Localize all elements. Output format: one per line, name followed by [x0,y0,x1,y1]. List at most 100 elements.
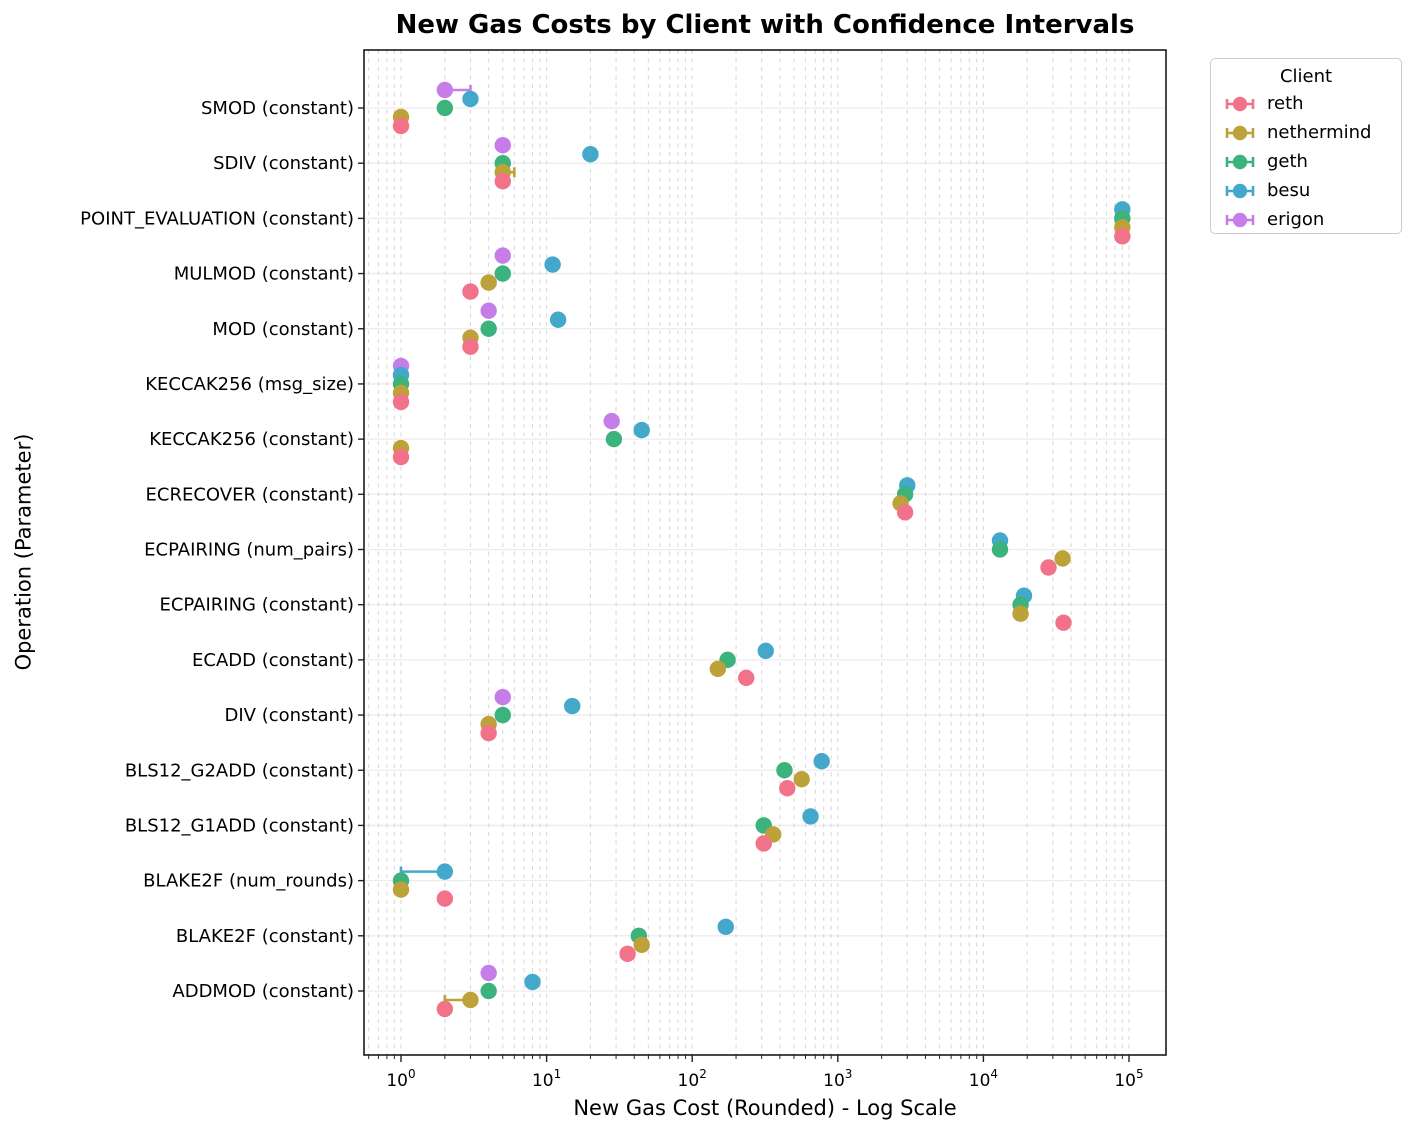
legend-marker-besu [1225,183,1255,198]
data-point-reth [392,448,410,466]
data-point-reth [462,338,479,355]
legend-marker-dot [1232,125,1248,140]
x-tick-label: 104 [969,1067,998,1091]
data-point-nethermind [633,936,650,954]
y-tick-label: POINT_EVALUATION (constant) [80,208,354,229]
data-point-reth [896,504,914,521]
data-point-nethermind [462,991,479,1009]
y-tick-label: BLAKE2F (num_rounds) [143,871,354,892]
data-point-geth [480,982,497,1000]
data-point-besu [544,256,561,273]
y-tick-label: DIV (constant) [225,705,355,726]
legend-marker-nethermind [1225,125,1255,140]
legend-item-label: reth [1267,93,1304,114]
legend-items: reth nethermind geth besu erigon [1211,89,1401,234]
data-point-reth [755,835,772,852]
x-tick-label: 100 [386,1067,415,1091]
data-point-erigon [480,302,497,319]
data-point-reth [1055,614,1072,631]
data-point-reth [392,393,410,411]
legend-marker-dot [1232,212,1248,227]
y-tick-label: ECPAIRING (num_pairs) [144,540,354,561]
y-axis-label: Operation (Parameter) [11,433,36,671]
legend-marker-geth [1225,154,1255,169]
data-point-besu [813,753,830,770]
legend-marker-dot [1232,183,1248,198]
data-point-nethermind [1054,550,1071,567]
plot-frame [363,49,1167,1056]
legend-item-besu: besu [1211,176,1401,205]
legend-marker-dot [1232,96,1248,111]
legend-marker-dot [1232,154,1248,169]
y-tick-label: SMOD (constant) [201,98,354,119]
x-tick-label: 101 [532,1067,561,1091]
y-tick-label: BLAKE2F (constant) [176,926,354,947]
data-point-geth [436,99,454,117]
data-point-reth [1114,228,1131,245]
legend-item-erigon: erigon [1211,205,1401,234]
data-point-geth [776,762,793,779]
data-point-besu [524,973,541,991]
y-tick-label: ECPAIRING (constant) [159,595,354,616]
data-point-reth [436,890,454,907]
data-point-geth [494,706,511,724]
data-point-geth [991,541,1009,558]
data-point-erigon [494,688,511,706]
data-point-geth [480,320,497,337]
data-point-besu [757,642,774,660]
y-tick-label: SDIV (constant) [213,153,354,174]
y-tick-label: KECCAK256 (constant) [149,429,354,450]
legend-item-label: nethermind [1267,122,1372,143]
legend-item-label: geth [1267,151,1308,172]
data-point-erigon [494,136,511,154]
data-point-erigon [436,81,454,99]
legend: Client reth nethermind geth besu erigon [1210,58,1402,234]
data-point-reth [480,724,497,742]
legend-item-label: besu [1267,180,1311,201]
data-point-reth [619,945,636,963]
data-point-nethermind [1012,605,1029,622]
legend-item-geth: geth [1211,147,1401,176]
y-tick-label: BLS12_G1ADD (constant) [125,815,354,836]
data-point-geth [494,265,511,282]
data-point-reth [779,780,796,797]
data-point-geth [605,430,623,448]
legend-item-label: erigon [1267,209,1325,230]
data-point-besu [549,311,567,328]
data-point-besu [717,918,734,936]
legend-marker-reth [1225,96,1255,111]
y-tick-label: BLS12_G2ADD (constant) [125,760,354,781]
y-tick-label: ECADD (constant) [192,650,354,671]
y-tick-label: MOD (constant) [212,319,354,340]
x-axis-label: New Gas Cost (Rounded) - Log Scale [573,1096,957,1120]
y-tick-label: ECRECOVER (constant) [146,484,354,505]
x-tick-label: 103 [823,1067,852,1091]
data-point-nethermind [392,881,410,898]
data-point-reth [436,1000,454,1018]
chart-title: New Gas Costs by Client with Confidence … [395,10,1135,40]
legend-item-reth: reth [1211,89,1401,118]
data-point-besu [564,697,581,715]
data-point-besu [462,90,479,108]
data-point-besu [802,808,819,825]
data-point-reth [1040,559,1057,576]
data-point-erigon [603,412,620,430]
data-point-nethermind [709,660,727,678]
legend-marker-erigon [1225,212,1255,227]
y-tick-label: MULMOD (constant) [174,264,354,285]
data-point-reth [494,172,511,190]
data-point-nethermind [480,274,497,291]
y-tick-label: KECCAK256 (msg_size) [145,374,354,395]
data-point-reth [392,117,410,135]
data-point-besu [436,863,454,880]
data-point-erigon [494,247,511,264]
data-point-reth [738,669,755,687]
legend-item-nethermind: nethermind [1211,118,1401,147]
data-point-erigon [480,964,497,982]
data-point-nethermind [793,771,810,788]
data-point-besu [582,145,599,163]
y-tick-label: ADDMOD (constant) [172,981,354,1002]
x-tick-label: 105 [1114,1067,1143,1091]
